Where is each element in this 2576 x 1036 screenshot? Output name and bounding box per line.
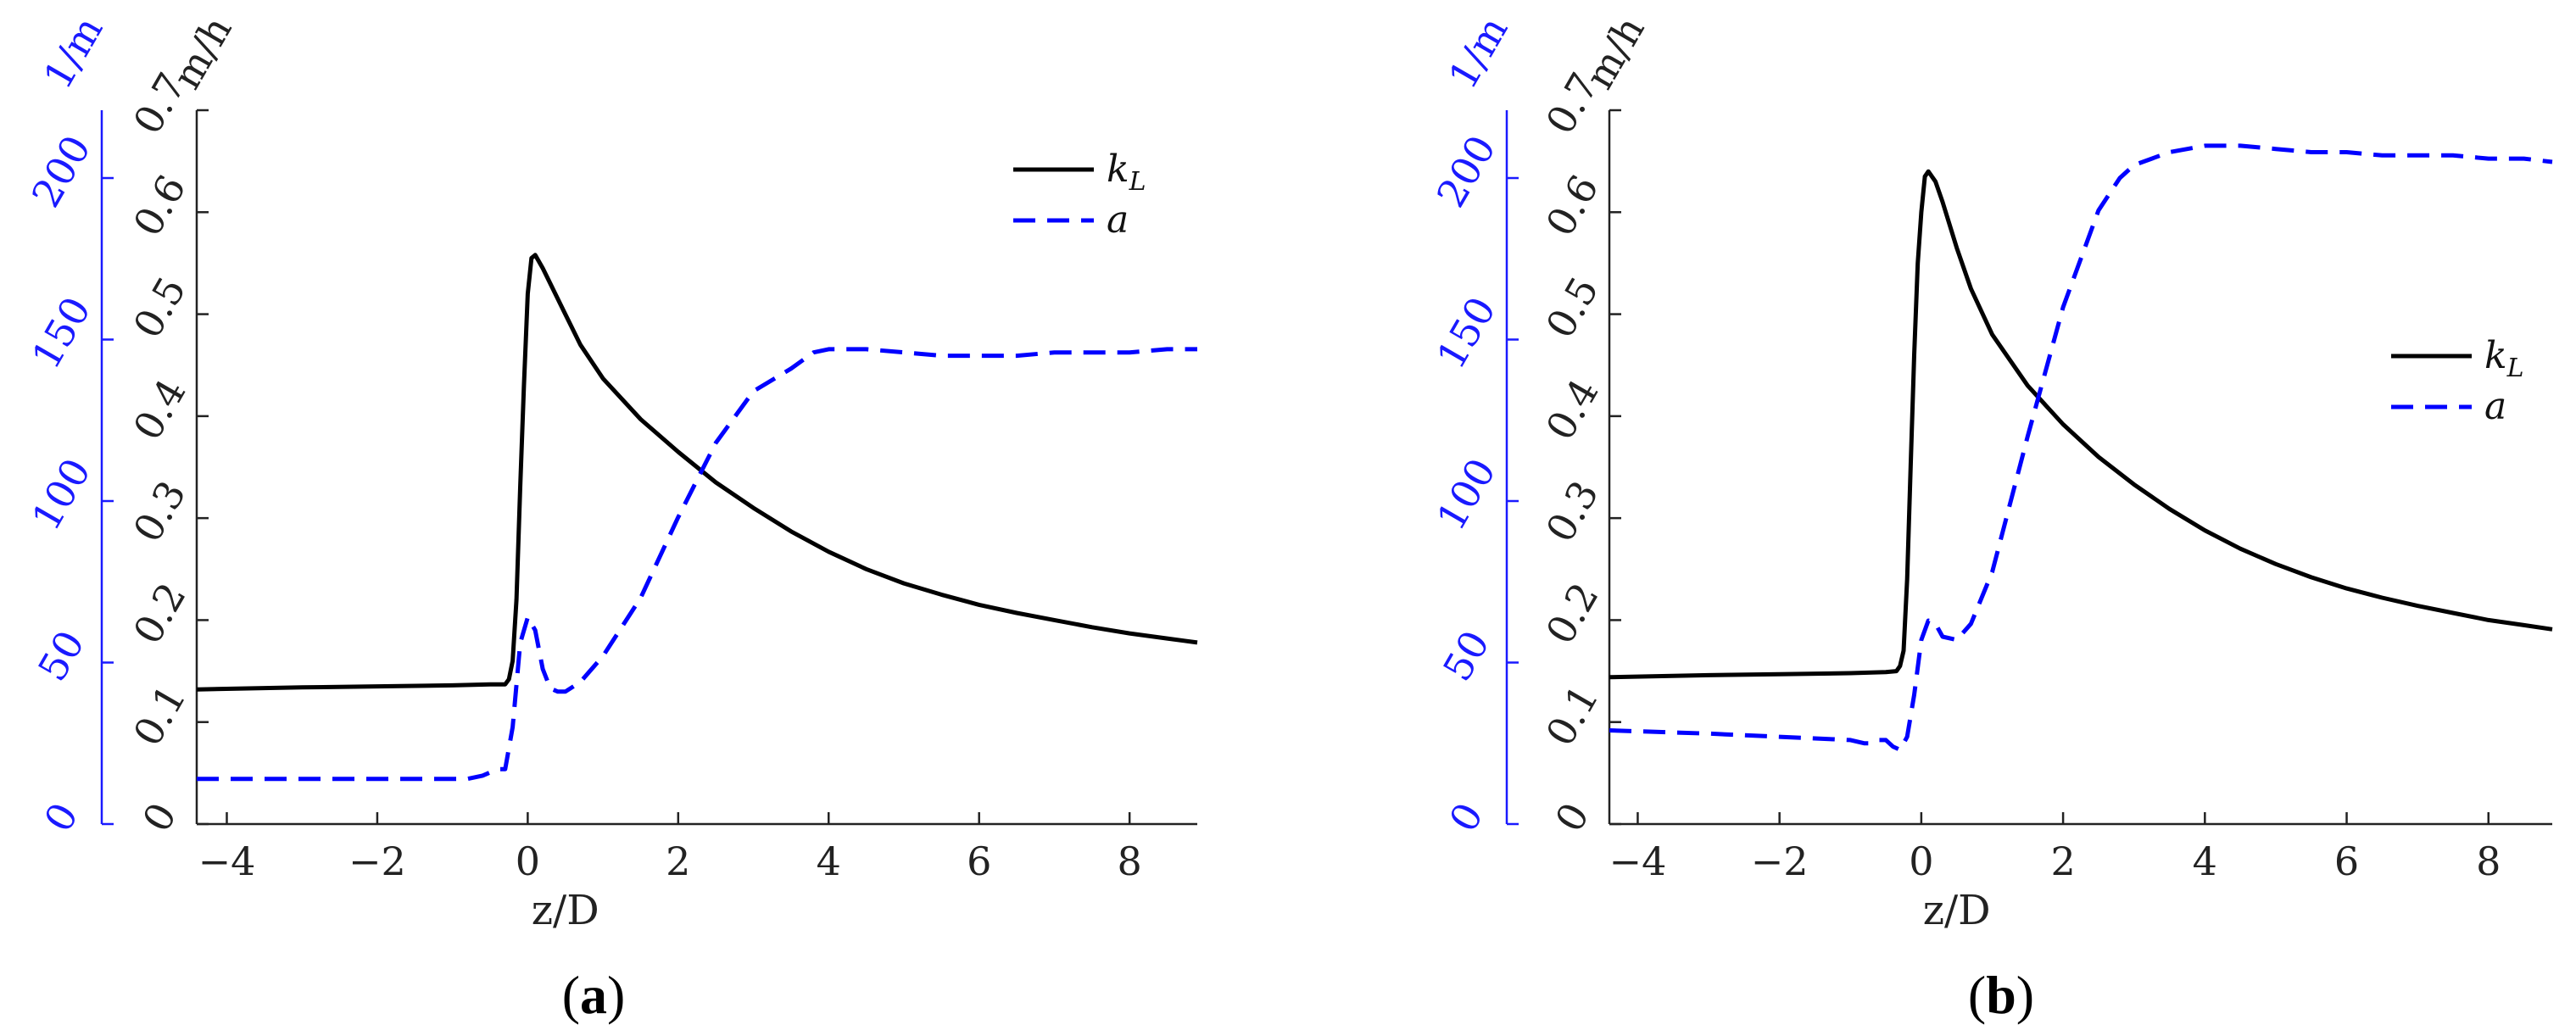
kl-tick-label: 0.2 xyxy=(124,575,194,651)
a-tick-label: 0 xyxy=(35,795,86,839)
x-tick-label: 2 xyxy=(666,838,690,884)
legend-kl-label: kL xyxy=(1107,148,1146,197)
panel-label-a-letter: a xyxy=(580,965,607,1025)
kl-tick-label: 0.1 xyxy=(1536,677,1607,754)
x-tick-label: −4 xyxy=(198,838,256,884)
kl-tick-label: 0 xyxy=(133,795,185,839)
panel-b: −4 −2 0 2 4 6 8z/D00.10.20.30.40.50.60.7m/h050… xyxy=(1428,8,2553,1025)
legend-kl-label: kL xyxy=(2484,334,2524,383)
panel-label-b-letter: b xyxy=(1986,965,2016,1025)
x-tick-label: 2 xyxy=(2050,838,2075,884)
a-axis-unit-b: 1/m xyxy=(1440,8,1517,97)
legend-kl-subscript: L xyxy=(1129,167,1146,197)
a-axis-unit-a: 1/m xyxy=(35,8,112,97)
x-tick-label: 8 xyxy=(2476,838,2501,884)
legend-a-label: a xyxy=(1107,198,1129,242)
a-tick-label: 100 xyxy=(23,450,100,537)
a-tick-label: 200 xyxy=(23,127,100,214)
kl-tick-label: 0.6 xyxy=(1536,167,1607,243)
kl-series-line-a xyxy=(196,253,1198,692)
x-tick-label: 6 xyxy=(2334,838,2359,884)
kl-tick-label: 0.3 xyxy=(1536,473,1607,549)
kl-tick-label: 0.5 xyxy=(124,269,194,345)
a-tick-label: 100 xyxy=(1428,450,1505,537)
kl-tick-label: 0.6 xyxy=(124,167,194,243)
a-series-line-b xyxy=(1609,143,2553,752)
a-tick-label: 50 xyxy=(1434,623,1498,689)
a-tick-label: 0 xyxy=(1440,795,1492,839)
kl-tick-label: 0.3 xyxy=(124,473,194,549)
a-tick-label: 150 xyxy=(23,289,100,376)
legend-a-label: a xyxy=(2484,385,2506,428)
legend-a: kLa xyxy=(1013,148,1146,242)
x-tick-label: 8 xyxy=(1118,838,1142,884)
x-tick-label: 0 xyxy=(1909,838,1933,884)
x-axis-label-b: z/D xyxy=(1923,887,1991,934)
kl-tick-label: 0.4 xyxy=(124,371,194,448)
x-tick-label: 4 xyxy=(817,838,841,884)
x-tick-label: 4 xyxy=(2193,838,2217,884)
x-tick-label: −2 xyxy=(348,838,406,884)
x-tick-label: −2 xyxy=(1751,838,1809,884)
x-tick-label: 6 xyxy=(967,838,991,884)
kl-series-line-b xyxy=(1609,169,2553,680)
plot-area-a: −4 −2 0 2 4 6 8z/D00.10.20.30.40.50.60.7m/h050… xyxy=(23,8,1198,934)
a-tick-label: 150 xyxy=(1428,289,1505,376)
kl-tick-label: 0.4 xyxy=(1536,371,1607,448)
a-series-line-a xyxy=(197,347,1197,782)
plot-area-b: −4 −2 0 2 4 6 8z/D00.10.20.30.40.50.60.7m/h050… xyxy=(1428,8,2553,934)
legend-kl-subscript: L xyxy=(2506,354,2524,383)
panel-label-a: (a) xyxy=(562,965,626,1025)
kl-tick-label: 0.1 xyxy=(124,677,194,754)
kl-tick-label: 0.5 xyxy=(1536,269,1607,345)
x-tick-label: −4 xyxy=(1609,838,1667,884)
kl-tick-label: 0.2 xyxy=(1536,575,1607,651)
a-tick-label: 50 xyxy=(29,623,93,689)
x-tick-label: 0 xyxy=(516,838,540,884)
kl-tick-label: 0 xyxy=(1546,795,1597,839)
legend-b: kLa xyxy=(2391,334,2524,428)
a-tick-label: 200 xyxy=(1428,127,1505,214)
x-axis-label-a: z/D xyxy=(532,887,599,934)
panel-label-b: (b) xyxy=(1968,965,2034,1025)
panel-a: −4 −2 0 2 4 6 8z/D00.10.20.30.40.50.60.7m/h050… xyxy=(23,8,1198,1025)
